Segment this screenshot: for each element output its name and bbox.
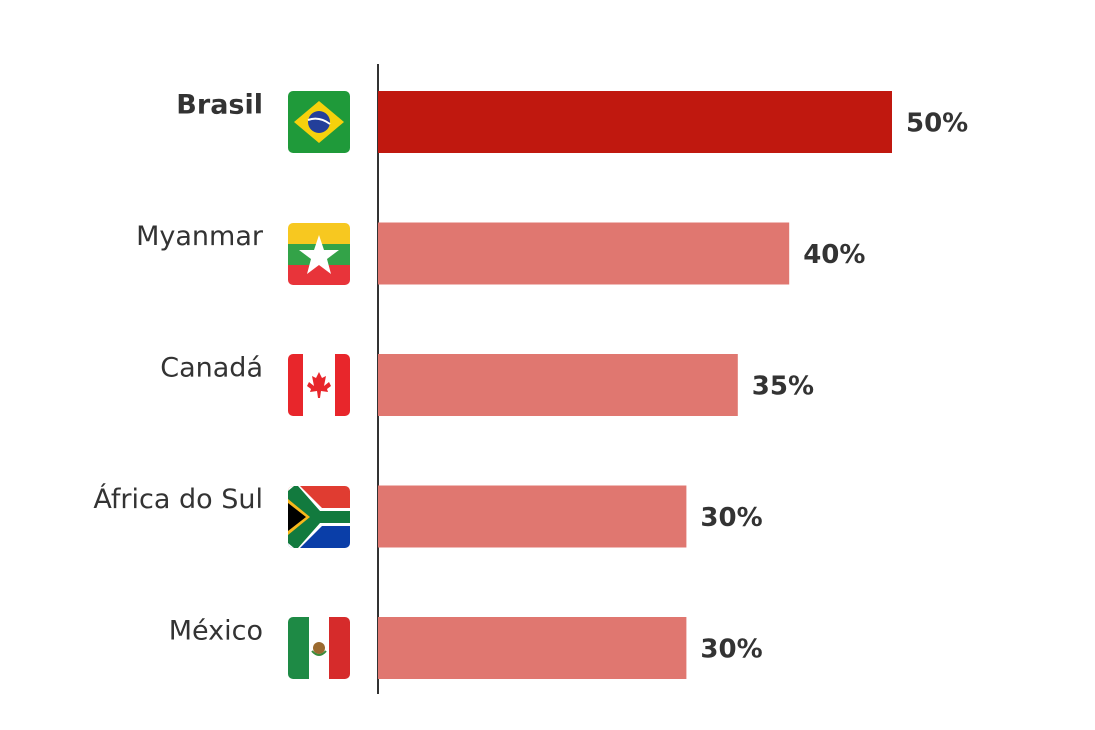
category-label: África do Sul — [93, 483, 263, 515]
flag-icon — [288, 354, 350, 416]
value-label: 40% — [803, 240, 865, 270]
flag-icon — [288, 91, 350, 153]
category-label: Brasil — [176, 90, 263, 121]
bar — [378, 485, 687, 548]
flag-icon — [288, 617, 350, 679]
bar — [378, 91, 892, 153]
value-label: 50% — [906, 109, 968, 139]
value-label: 30% — [700, 503, 762, 533]
category-label: México — [169, 616, 263, 647]
bar — [378, 617, 687, 679]
bar — [378, 222, 790, 285]
value-label: 30% — [700, 635, 762, 665]
value-label: 35% — [752, 372, 814, 402]
flag-icon — [288, 223, 350, 285]
category-label: Myanmar — [136, 221, 264, 252]
category-label: Canadá — [160, 353, 263, 384]
flag-icon — [288, 486, 350, 548]
bar — [378, 354, 738, 416]
